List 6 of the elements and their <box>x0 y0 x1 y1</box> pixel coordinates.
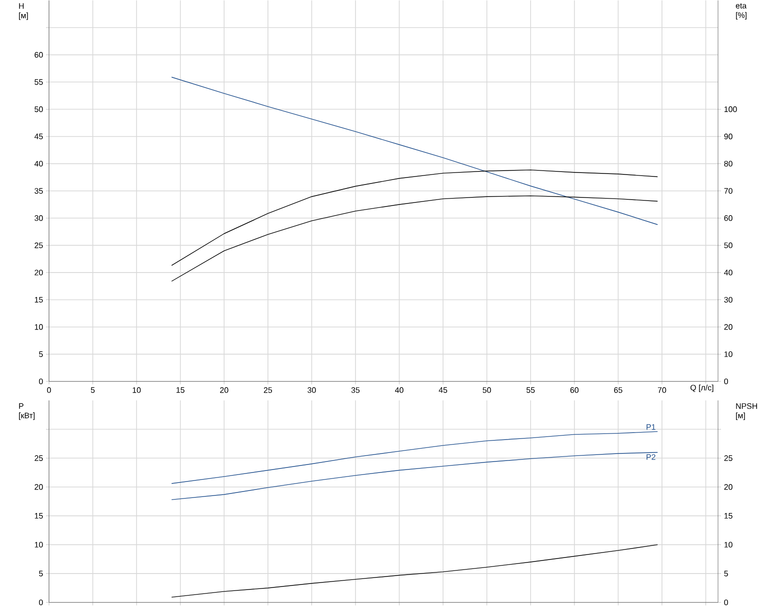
line-series <box>171 76 658 225</box>
line-series <box>171 195 658 282</box>
line-series <box>171 431 658 484</box>
line-series <box>171 169 658 266</box>
line-series <box>171 452 658 500</box>
line-series <box>171 544 658 598</box>
